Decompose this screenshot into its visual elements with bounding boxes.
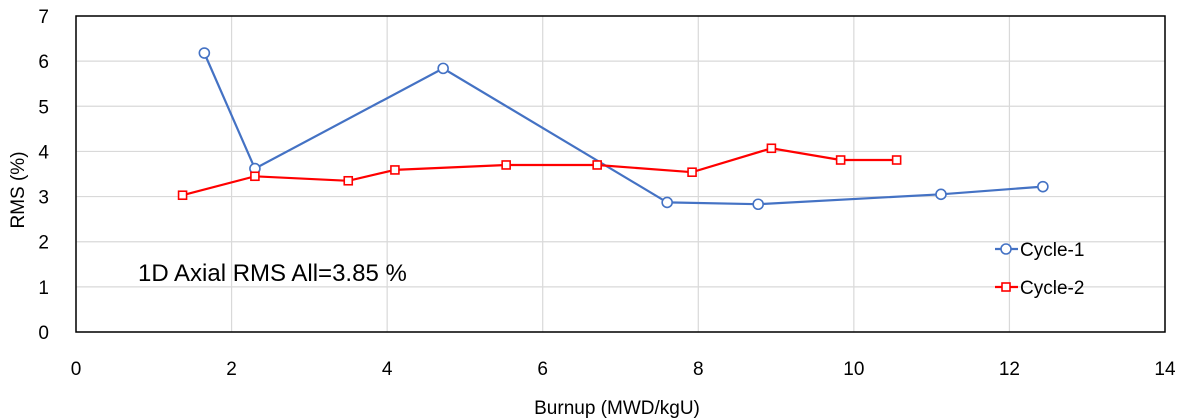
x-tick-label: 10: [843, 359, 864, 380]
data-point: [1038, 182, 1048, 192]
y-tick-label: 4: [38, 142, 49, 163]
x-tick-label: 2: [226, 359, 237, 380]
y-tick-label: 0: [38, 323, 49, 344]
data-point: [688, 168, 696, 176]
data-point: [251, 172, 259, 180]
y-tick-label: 2: [38, 233, 49, 254]
series-cycle-1: [199, 48, 1048, 209]
data-point: [199, 48, 209, 58]
data-point: [502, 161, 510, 169]
legend-label: Cycle-2: [1020, 278, 1084, 299]
legend-label: Cycle-1: [1020, 240, 1084, 261]
series-line-cycle-1: [204, 53, 1043, 204]
data-point: [767, 144, 775, 152]
data-point: [179, 191, 187, 199]
x-tick-label: 14: [1154, 359, 1176, 380]
data-point: [893, 156, 901, 164]
legend: Cycle-1 Cycle-2: [995, 240, 1084, 299]
data-point: [837, 156, 845, 164]
data-point: [662, 197, 672, 207]
y-tick-label: 7: [38, 7, 49, 28]
y-tick-label: 6: [38, 52, 49, 73]
legend-marker: [1001, 244, 1011, 254]
data-point: [391, 166, 399, 174]
data-point: [753, 199, 763, 209]
data-point: [936, 189, 946, 199]
legend-item-cycle-1: Cycle-1: [995, 240, 1084, 261]
x-axis-title: Burnup (MWD/kgU): [534, 398, 700, 419]
legend-marker: [1002, 283, 1010, 291]
legend-item-cycle-2: Cycle-2: [995, 278, 1084, 299]
x-axis-ticks: 0 2 4 6 8 10 12 14: [71, 359, 1176, 380]
y-tick-label: 5: [38, 97, 49, 118]
x-tick-label: 6: [537, 359, 548, 380]
data-point: [593, 161, 601, 169]
x-tick-label: 4: [382, 359, 393, 380]
data-point: [438, 63, 448, 73]
y-axis-ticks: 0 1 2 3 4 5 6 7: [38, 7, 49, 344]
y-tick-label: 1: [38, 278, 49, 299]
y-tick-label: 3: [38, 188, 49, 209]
y-axis-title: RMS (%): [8, 151, 29, 228]
x-tick-label: 8: [693, 359, 704, 380]
x-tick-label: 0: [71, 359, 82, 380]
rms-annotation: 1D Axial RMS All=3.85 %: [138, 260, 407, 287]
data-point: [344, 177, 352, 185]
x-tick-label: 12: [999, 359, 1020, 380]
series-layer: [179, 48, 1048, 209]
series-line-cycle-2: [183, 148, 897, 195]
